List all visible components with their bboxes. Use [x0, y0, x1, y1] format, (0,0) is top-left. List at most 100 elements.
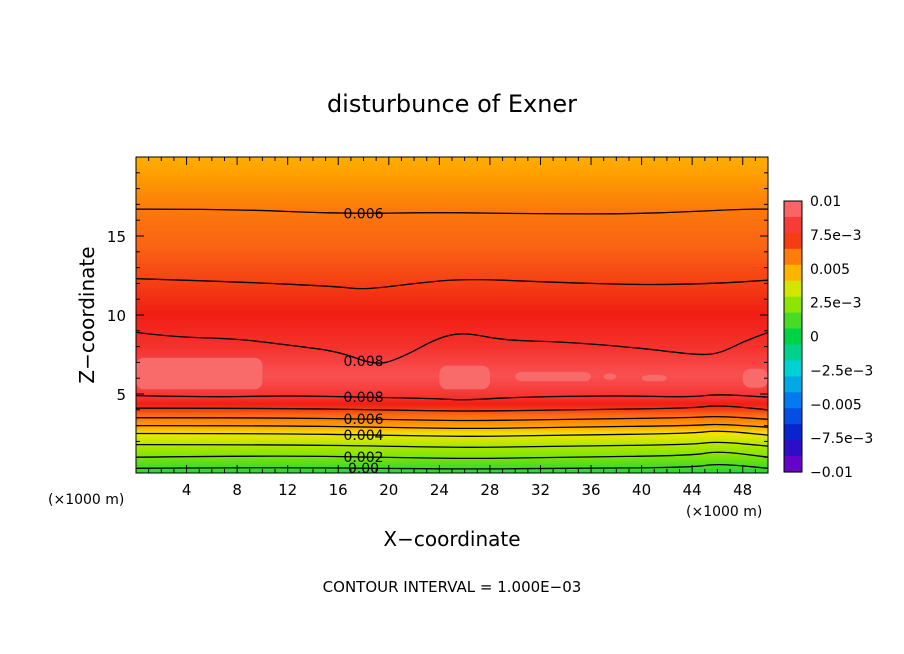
heatmap-band — [136, 289, 768, 292]
maximum-patch — [742, 368, 768, 388]
maximum-patch — [136, 357, 263, 390]
colorbar-swatch — [784, 232, 802, 250]
heatmap-band — [136, 254, 768, 258]
colorbar-frame — [783, 200, 803, 473]
contour-lines — [136, 208, 768, 470]
colorbar-label: 0 — [810, 330, 819, 346]
x-tick-label: 28 — [480, 481, 499, 499]
heatmap-band — [136, 447, 768, 450]
maximum-patch — [439, 365, 490, 390]
colorbar-swatch — [784, 248, 802, 266]
contour-label: 0.002 — [343, 450, 383, 466]
heatmap-band — [136, 234, 768, 237]
heatmap-band — [136, 202, 768, 205]
heatmap-band — [136, 313, 768, 316]
heatmap-band — [136, 401, 768, 404]
heatmap-band — [136, 308, 768, 311]
heatmap-band — [136, 286, 768, 289]
heatmap-band — [136, 236, 768, 239]
heatmap-band — [136, 335, 768, 338]
heatmap-band — [136, 273, 768, 276]
heatmap-band — [136, 269, 768, 272]
heatmap-band — [136, 416, 768, 419]
heatmap-band — [136, 356, 768, 359]
contour-label: 0.006 — [343, 207, 383, 223]
contour-label: 0.008 — [343, 354, 383, 370]
heatmap-band — [136, 288, 768, 291]
heatmap-band — [136, 185, 768, 188]
heatmap-band — [136, 171, 768, 174]
x-tick-label: 32 — [531, 481, 550, 499]
heatmap-band — [136, 442, 768, 446]
heatmap-band — [136, 425, 768, 428]
heatmap-band — [136, 354, 768, 357]
heatmap-band — [136, 400, 768, 403]
heatmap-band — [136, 196, 768, 199]
heatmap-band — [136, 363, 768, 367]
heatmap-band — [136, 224, 768, 228]
colorbar-label: 2.5e−3 — [810, 296, 862, 312]
heatmap-band — [136, 392, 768, 395]
heatmap-band — [136, 397, 768, 400]
colorbar-label: 0.005 — [810, 262, 850, 278]
heatmap-band — [136, 164, 768, 167]
heatmap-band — [136, 337, 768, 340]
heatmap-band — [136, 223, 768, 226]
heatmap-band — [136, 348, 768, 351]
heatmap-band — [136, 272, 768, 275]
heatmap-band — [136, 466, 768, 469]
heatmap-band — [136, 194, 768, 197]
heatmap-band — [136, 242, 768, 245]
heatmap-band — [136, 345, 768, 348]
colorbar-swatch — [784, 201, 802, 218]
heatmap-band — [136, 243, 768, 246]
heatmap-band — [136, 267, 768, 270]
heatmap-band — [136, 343, 768, 346]
heatmap-band — [136, 327, 768, 330]
heatmap-band — [136, 428, 768, 431]
heatmap-band — [136, 174, 768, 177]
heatmap-band — [136, 465, 768, 468]
contour-label: 0.008 — [343, 390, 383, 406]
x-tick-label: 36 — [581, 481, 600, 499]
heatmap-band — [136, 411, 768, 414]
heatmap-band — [136, 307, 768, 310]
y-axis-ticks: 5 10 15 — [107, 172, 768, 458]
heatmap-band — [136, 207, 768, 210]
heatmap-band — [136, 390, 768, 393]
heatmap-band — [136, 439, 768, 442]
heatmap-band — [136, 420, 768, 423]
colorbar-swatch — [784, 296, 802, 314]
heatmap-band — [136, 300, 768, 303]
contour-line — [136, 405, 768, 412]
colorbar-label: 7.5e−3 — [810, 228, 862, 244]
heatmap-band — [136, 172, 768, 175]
heatmap-band — [136, 326, 768, 329]
heatmap-band — [136, 302, 768, 305]
heatmap-band — [136, 215, 768, 218]
x-tick-label: 24 — [430, 481, 449, 499]
heatmap-band — [136, 417, 768, 420]
heatmap-band — [136, 213, 768, 216]
heatmap-band — [136, 261, 768, 264]
heatmap-band — [136, 183, 768, 186]
contour-line — [136, 415, 768, 422]
x-tick-label: 48 — [733, 481, 752, 499]
heatmap-band — [136, 284, 768, 288]
heatmap-band — [136, 266, 768, 269]
colorbar-swatch — [784, 328, 802, 346]
maximum-patch — [603, 373, 617, 380]
maximum-patch — [515, 371, 591, 382]
x-unit-label-left: (×1000 m) — [48, 492, 124, 508]
heatmap-band — [136, 231, 768, 234]
heatmap-band — [136, 264, 768, 267]
heatmap-band — [136, 458, 768, 461]
heatmap-band — [136, 221, 768, 224]
heatmap-band — [136, 199, 768, 202]
heatmap-band — [136, 406, 768, 409]
heatmap-band — [136, 303, 768, 307]
heatmap-band — [136, 436, 768, 439]
heatmap-band — [136, 248, 768, 251]
heatmap-band — [136, 431, 768, 434]
